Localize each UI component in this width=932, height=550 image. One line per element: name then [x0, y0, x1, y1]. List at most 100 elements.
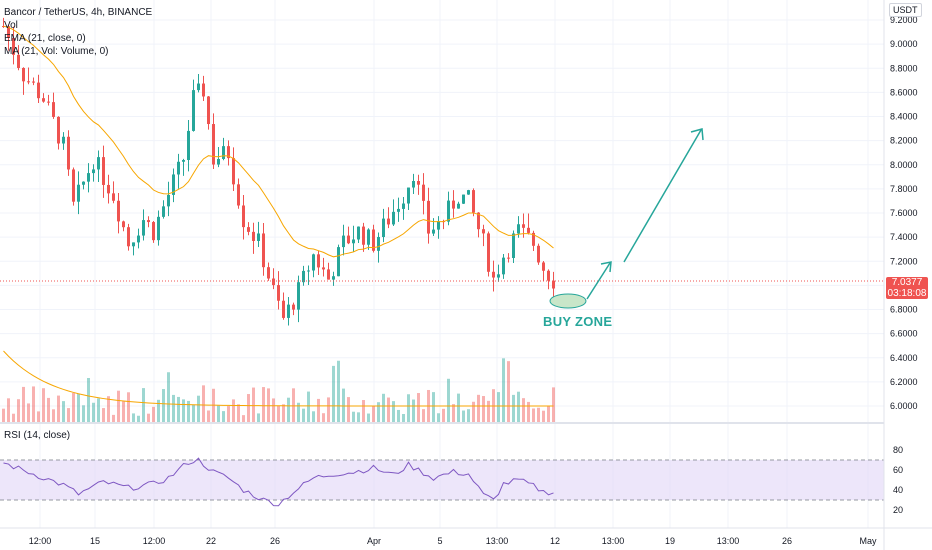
volume-bar	[222, 411, 225, 422]
time-tick-label: 12:00	[143, 536, 166, 546]
last-price: 7.0377	[891, 277, 923, 288]
volume-bar	[552, 387, 555, 422]
candle-body	[47, 101, 50, 103]
volume-bar	[422, 409, 425, 422]
candle-body	[87, 173, 90, 182]
candle-body	[267, 267, 270, 279]
volume-bar	[202, 385, 205, 422]
candle-body	[482, 229, 485, 234]
candle-body	[392, 211, 395, 225]
volume-bar	[217, 405, 220, 422]
currency-label[interactable]: USDT	[889, 3, 922, 17]
ema-line	[3, 25, 554, 258]
volume-bars	[2, 358, 555, 422]
candle-body	[552, 280, 555, 289]
volume-bar	[382, 393, 385, 422]
candle-body	[82, 181, 85, 185]
volume-bar	[357, 412, 360, 422]
volume-bar	[47, 397, 50, 422]
candle-body	[242, 205, 245, 228]
price-tick-label: 7.8000	[890, 184, 918, 194]
candle-body	[337, 247, 340, 277]
volume-bar	[232, 399, 235, 422]
volume-bar	[457, 393, 460, 422]
time-tick-label: 13:00	[602, 536, 625, 546]
time-tick-label: 15	[90, 536, 100, 546]
candle-body	[72, 169, 75, 202]
candle-body	[332, 276, 335, 280]
candle-body	[257, 233, 260, 241]
volume-bar	[487, 400, 490, 422]
volume-bar	[542, 410, 545, 422]
volume-bar	[182, 399, 185, 422]
volume-bar	[442, 408, 445, 422]
volume-bar	[292, 388, 295, 422]
volume-bar	[112, 414, 115, 422]
volume-bar	[187, 400, 190, 422]
rsi-tick-label: 20	[893, 505, 903, 515]
volume-bar	[42, 388, 45, 422]
rsi-pane	[0, 457, 884, 507]
candle-body	[202, 83, 205, 97]
rsi-polyline	[3, 457, 554, 507]
volume-bar	[347, 397, 350, 422]
volume-bar	[7, 398, 10, 422]
candle-body	[57, 116, 60, 144]
candle-body	[362, 226, 365, 245]
volume-bar	[277, 405, 280, 422]
volume-bar	[547, 406, 550, 422]
candle-body	[432, 229, 435, 234]
volume-bar	[142, 388, 145, 422]
volume-bar	[522, 398, 525, 422]
volume-bar	[477, 394, 480, 422]
candle-body	[222, 146, 225, 159]
ema-legend: EMA (21, close, 0)	[4, 33, 86, 44]
volume-bar	[302, 408, 305, 422]
volume-bar	[282, 404, 285, 422]
candle-body	[547, 270, 550, 281]
candle-body	[507, 257, 510, 259]
volume-bar	[432, 392, 435, 422]
buy-zone-annotation	[549, 128, 704, 309]
volume-bar	[117, 390, 120, 422]
candle-body	[422, 184, 425, 201]
volume-bar	[507, 361, 510, 422]
volume-bar	[372, 406, 375, 422]
volume-bar	[192, 404, 195, 422]
volume-ma-polyline	[3, 350, 554, 407]
candle-body	[167, 194, 170, 207]
volume-bar	[332, 365, 335, 422]
price-tick-label: 8.2000	[890, 136, 918, 146]
rsi-band	[0, 460, 884, 500]
price-tick-label: 7.4000	[890, 232, 918, 242]
candle-body	[42, 98, 45, 102]
candle-body	[282, 300, 285, 318]
candle-body	[512, 233, 515, 258]
time-tick-label: 12:00	[29, 536, 52, 546]
rsi-legend: RSI (14, close)	[4, 430, 71, 441]
candle-body	[92, 169, 95, 174]
volume-bar	[322, 413, 325, 422]
price-tick-label: 7.2000	[890, 256, 918, 266]
candle-body	[247, 227, 250, 232]
volume-bar	[412, 399, 415, 422]
candle-body	[32, 81, 35, 83]
candle-body	[352, 239, 355, 244]
time-tick-label: 26	[270, 536, 280, 546]
volume-bar	[122, 401, 125, 422]
candle-body	[77, 184, 80, 202]
vol-legend: Vol	[4, 20, 18, 31]
price-tick-label: 8.0000	[890, 160, 918, 170]
candle-body	[137, 235, 140, 243]
volume-bar	[307, 391, 310, 422]
candle-body	[462, 194, 465, 204]
candle-body	[67, 136, 70, 170]
time-tick-label: 12	[550, 536, 560, 546]
price-tick-label: 6.4000	[890, 353, 918, 363]
rsi-tick-label: 40	[893, 485, 903, 495]
candle-body	[307, 270, 310, 272]
candle-body	[277, 285, 280, 301]
candle-body	[187, 130, 190, 161]
volume-bar	[102, 408, 105, 422]
